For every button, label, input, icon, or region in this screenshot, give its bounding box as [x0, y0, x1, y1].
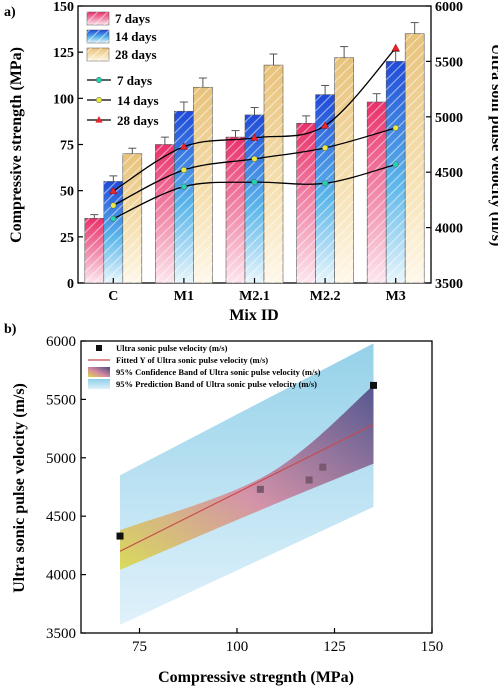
- y-tick-label: 125: [53, 46, 74, 61]
- confidence-band: [120, 385, 374, 570]
- x-tick-label: 150: [421, 639, 444, 655]
- y-tick-label: 5000: [46, 451, 76, 467]
- y-tick-label: 0: [67, 277, 74, 292]
- bar-hatch: [405, 33, 425, 284]
- legend-label: 95% Confidence Band of Ultra sonic pulse…: [116, 367, 321, 377]
- bar-hatch: [264, 65, 283, 284]
- bar-hatch: [245, 114, 264, 283]
- legend-marker: [95, 76, 103, 84]
- panel-a-xlabel: Mix ID: [229, 307, 278, 324]
- bar-hatch: [122, 153, 142, 283]
- legend-marker: [95, 96, 103, 104]
- legend-swatch: [88, 367, 110, 377]
- panel-b-ylabel: Ultra sonic pulse velocity (m/s): [11, 383, 28, 593]
- bar-hatch: [103, 181, 123, 283]
- legend-marker: [95, 116, 103, 123]
- fitted-line: [119, 424, 374, 552]
- legend-swatch-hatch: [87, 30, 109, 43]
- line-marker: [110, 202, 117, 209]
- x-tick-label: M1: [174, 289, 194, 304]
- legend-marker: [96, 345, 102, 351]
- line-marker: [251, 155, 258, 162]
- panel-a-ylabel: Compressive strength (MPa): [8, 47, 25, 243]
- bar-hatch: [155, 144, 175, 283]
- panel-b-xlabel: Compressive stregnth (MPa): [158, 669, 354, 686]
- legend-label: 14 days: [117, 93, 159, 108]
- x-tick-label: 75: [132, 639, 147, 655]
- y-tick-label: 100: [53, 92, 74, 107]
- legend-label: Fitted Y of Ultra sonic pulse velocity (…: [116, 355, 268, 365]
- data-point: [319, 463, 327, 471]
- bar-hatch: [334, 57, 354, 283]
- bar-hatch: [296, 123, 316, 283]
- legend-label: 7 days: [115, 11, 150, 26]
- y-tick-label: 75: [60, 139, 74, 154]
- legend-label: 95% Prediction Band of Ultra sonic pulse…: [116, 379, 317, 389]
- line-marker: [392, 124, 399, 131]
- bar-hatch: [367, 102, 387, 283]
- x-tick-label: 100: [226, 639, 249, 655]
- y-tick-label: 5500: [46, 392, 76, 408]
- x-tick-label: M2.1: [239, 289, 270, 304]
- y-right-tick-label: 4500: [435, 166, 463, 181]
- bar-hatch: [84, 218, 104, 283]
- bar-hatch: [193, 87, 213, 284]
- x-tick-label: M3: [386, 289, 406, 304]
- line-marker: [322, 180, 329, 187]
- line-marker: [180, 183, 187, 190]
- panel-b-label: b): [4, 322, 17, 337]
- y-tick-label: 4000: [46, 568, 76, 584]
- y-tick-label: 3500: [46, 626, 76, 642]
- line-marker: [180, 166, 187, 174]
- panel-a-chart: 0 25 50 75 100 125 150 3500 4000 4500 5000 5500 6000…: [53, 0, 463, 304]
- y-tick-label: 25: [60, 231, 74, 246]
- legend-swatch-hatch: [87, 12, 109, 25]
- y-tick-label: 150: [53, 0, 74, 15]
- legend-swatch-hatch: [87, 48, 109, 61]
- bar-hatch: [174, 111, 194, 283]
- legend-label: 28 days: [117, 113, 159, 128]
- y-tick-label: 50: [60, 185, 74, 200]
- x-tick-label: M2.2: [310, 289, 341, 304]
- legend-label: Ultra sonic pulse velocity (m/s): [116, 343, 228, 353]
- line-marker: [109, 186, 118, 194]
- legend-label: 7 days: [117, 73, 152, 88]
- line-marker: [392, 161, 399, 168]
- prediction-band: [120, 343, 374, 625]
- legend-label: 14 days: [115, 29, 157, 44]
- line-marker: [391, 43, 400, 51]
- y-right-tick-label: 4000: [435, 222, 463, 237]
- data-point: [370, 381, 377, 389]
- bar-hatch: [226, 137, 245, 283]
- line-marker: [322, 144, 329, 151]
- line-marker: [250, 133, 259, 141]
- y-right-tick-label: 3500: [435, 277, 463, 292]
- panel-a-label: a): [4, 5, 16, 20]
- y-right-tick-label: 5500: [435, 55, 463, 70]
- y-tick-label: 4500: [46, 509, 76, 525]
- panel-b-chart: 75 100 125 150 3500 4000 4500 5000 5500 6000 Ultr…: [46, 334, 443, 655]
- legend-label: 28 days: [115, 47, 157, 62]
- line-marker: [179, 142, 188, 150]
- panel-a-ylabel-right: Ultra soni pulse velocity (m/s): [488, 44, 498, 247]
- line-marker: [251, 179, 258, 186]
- line-marker: [110, 215, 117, 222]
- x-tick-label: 125: [323, 639, 346, 655]
- y-tick-label: 6000: [46, 334, 76, 350]
- y-right-tick-label: 6000: [435, 0, 463, 15]
- panel-b-plot-frame: [80, 340, 433, 634]
- y-right-tick-label: 5000: [435, 111, 463, 126]
- x-tick-label: C: [108, 289, 118, 304]
- bar-hatch: [315, 94, 335, 283]
- legend-swatch: [88, 379, 110, 389]
- data-point: [305, 476, 313, 484]
- line-marker: [321, 121, 330, 129]
- data-point: [256, 485, 264, 493]
- bar-hatch: [386, 61, 406, 284]
- data-point: [116, 532, 124, 540]
